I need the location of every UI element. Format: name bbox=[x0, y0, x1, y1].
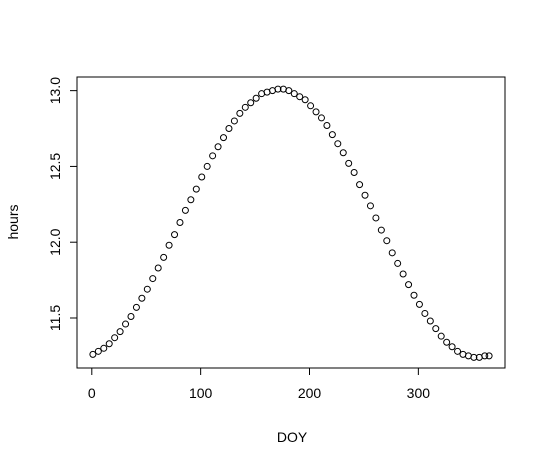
point bbox=[301, 96, 309, 104]
x-tick-label: 200 bbox=[298, 385, 322, 401]
point bbox=[448, 343, 456, 351]
point bbox=[192, 185, 200, 193]
point bbox=[94, 347, 102, 355]
point bbox=[214, 143, 222, 151]
point bbox=[437, 332, 445, 340]
y-tick-label: 12.0 bbox=[47, 228, 63, 255]
y-axis-label: hours bbox=[5, 204, 21, 239]
point bbox=[236, 109, 244, 117]
point bbox=[154, 264, 162, 272]
point bbox=[307, 102, 315, 110]
point bbox=[470, 353, 478, 361]
point bbox=[285, 87, 293, 95]
point bbox=[116, 328, 124, 336]
point bbox=[361, 191, 369, 199]
point bbox=[334, 140, 342, 148]
point bbox=[132, 303, 140, 311]
point bbox=[165, 241, 173, 249]
point bbox=[405, 281, 413, 289]
point bbox=[399, 270, 407, 278]
point bbox=[138, 294, 146, 302]
point bbox=[252, 94, 260, 102]
x-tick-label: 300 bbox=[407, 385, 431, 401]
x-tick-label: 0 bbox=[88, 385, 96, 401]
point bbox=[89, 350, 97, 358]
point bbox=[203, 162, 211, 170]
point bbox=[176, 219, 184, 226]
point bbox=[339, 149, 347, 157]
point bbox=[421, 309, 429, 317]
point bbox=[481, 352, 489, 360]
point bbox=[274, 85, 282, 93]
point bbox=[149, 275, 157, 283]
point bbox=[181, 206, 189, 214]
point bbox=[127, 312, 135, 320]
point bbox=[454, 347, 462, 355]
point bbox=[415, 300, 423, 308]
point bbox=[410, 291, 418, 299]
point bbox=[388, 249, 396, 257]
point bbox=[241, 103, 249, 111]
y-tick-label: 13.0 bbox=[47, 77, 63, 104]
point bbox=[160, 253, 168, 261]
point bbox=[230, 117, 238, 125]
point bbox=[247, 99, 255, 107]
point bbox=[296, 93, 304, 101]
x-axis-label: DOY bbox=[277, 429, 308, 445]
point bbox=[372, 214, 380, 222]
y-tick-label: 12.5 bbox=[47, 153, 63, 180]
point bbox=[366, 202, 374, 210]
point bbox=[485, 352, 493, 360]
point bbox=[350, 168, 358, 176]
point bbox=[187, 196, 195, 204]
plot-box bbox=[76, 76, 506, 369]
point bbox=[100, 344, 108, 352]
point bbox=[317, 114, 325, 122]
point bbox=[323, 122, 331, 129]
point bbox=[426, 317, 434, 325]
point bbox=[143, 285, 151, 293]
point bbox=[171, 231, 179, 239]
point bbox=[122, 320, 130, 328]
point bbox=[328, 131, 336, 139]
point bbox=[290, 90, 298, 98]
point bbox=[432, 325, 440, 333]
y-tick-label: 11.5 bbox=[47, 305, 63, 331]
point bbox=[111, 334, 119, 342]
point bbox=[345, 159, 353, 167]
point bbox=[312, 108, 320, 116]
point bbox=[377, 226, 385, 234]
point bbox=[105, 340, 113, 348]
point bbox=[220, 134, 228, 142]
point bbox=[383, 237, 391, 245]
point bbox=[443, 338, 451, 346]
point bbox=[356, 181, 364, 189]
point bbox=[209, 152, 217, 160]
x-tick-label: 100 bbox=[189, 385, 213, 401]
point bbox=[394, 259, 402, 267]
point bbox=[198, 173, 206, 181]
point bbox=[225, 125, 233, 133]
